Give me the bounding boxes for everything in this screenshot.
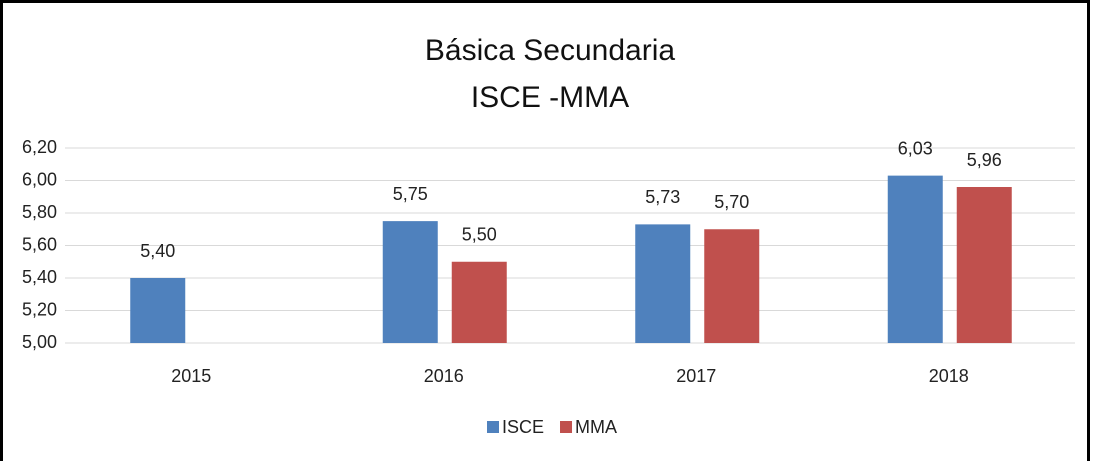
legend-swatch — [560, 421, 573, 433]
legend-swatch — [487, 421, 499, 433]
x-tick-label: 2017 — [676, 366, 716, 386]
value-label: 5,75 — [393, 184, 428, 204]
value-label: 5,73 — [645, 187, 680, 207]
bar — [704, 229, 760, 343]
y-tick-label: 5,80 — [22, 202, 57, 222]
value-label: 5,70 — [714, 192, 749, 212]
value-label: 5,96 — [967, 150, 1002, 170]
value-label: 5,40 — [140, 241, 175, 261]
bar — [382, 221, 438, 343]
bar — [956, 187, 1012, 343]
chart-title: Básica Secundaria — [425, 34, 675, 67]
bar — [451, 261, 507, 343]
bar — [887, 175, 943, 343]
y-tick-label: 6,00 — [22, 169, 57, 189]
y-tick-label: 5,40 — [22, 267, 57, 287]
chart-subtitle: ISCE -MMA — [471, 81, 629, 114]
bar — [130, 278, 186, 343]
value-label: 5,50 — [462, 225, 497, 245]
x-tick-label: 2016 — [424, 366, 464, 386]
bar — [635, 224, 691, 343]
x-tick-label: 2018 — [929, 366, 969, 386]
y-tick-label: 5,20 — [22, 299, 57, 319]
legend-label: ISCE — [502, 417, 544, 437]
y-tick-label: 5,00 — [22, 332, 57, 352]
legend-label: MMA — [575, 417, 617, 437]
x-tick-label: 2015 — [171, 366, 211, 386]
y-tick-label: 6,20 — [22, 137, 57, 157]
y-tick-label: 5,60 — [22, 234, 57, 254]
value-label: 6,03 — [898, 138, 933, 158]
